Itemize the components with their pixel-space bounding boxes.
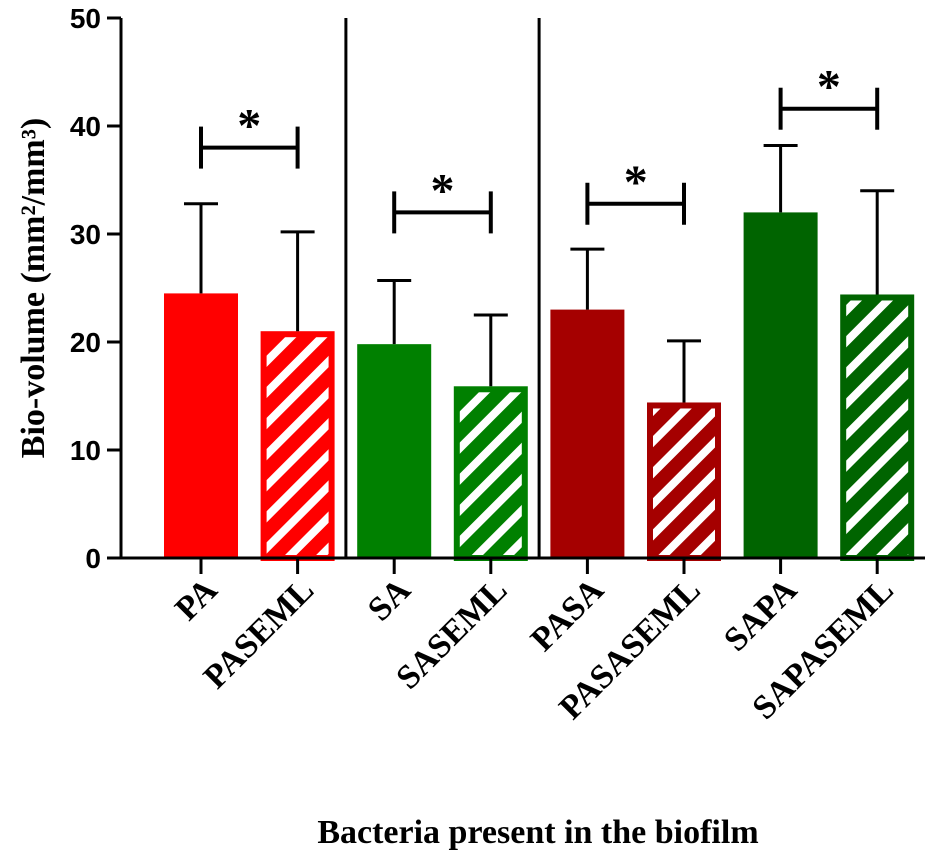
y-tick-label: 50: [70, 3, 101, 34]
y-tick-label: 30: [70, 219, 101, 250]
x-tick-label: PASA: [524, 571, 611, 658]
bars: [164, 212, 915, 562]
x-tick-label: SA: [361, 571, 418, 628]
error-bars: [184, 143, 895, 403]
y-axis-title: Bio-volume (mm²/mm³): [15, 118, 52, 458]
significance-marker: *: [817, 61, 841, 114]
x-tick-label: PA: [168, 571, 225, 628]
bar: [743, 212, 818, 558]
bar: [453, 386, 528, 561]
significance-marker: *: [237, 100, 261, 153]
bar: [357, 344, 432, 558]
significance-marker: *: [624, 156, 648, 209]
y-tick-label: 10: [70, 435, 101, 466]
x-tick-label: SAPA: [717, 571, 804, 658]
y-tick-label: 40: [70, 111, 101, 142]
bar: [164, 293, 238, 558]
y-axis: 0 10 20 30 40 50: [70, 3, 123, 574]
y-tick-label: 20: [70, 327, 101, 358]
significance-brackets: * * * *: [199, 61, 880, 234]
bar: [550, 309, 625, 558]
x-axis-title: Bacteria present in the biofilm: [317, 814, 758, 851]
bar: [840, 294, 915, 561]
bar: [647, 402, 721, 562]
significance-marker: *: [431, 164, 455, 217]
y-tick-label: 0: [85, 543, 101, 574]
group-separators: [344, 18, 541, 558]
bar: [260, 331, 335, 562]
